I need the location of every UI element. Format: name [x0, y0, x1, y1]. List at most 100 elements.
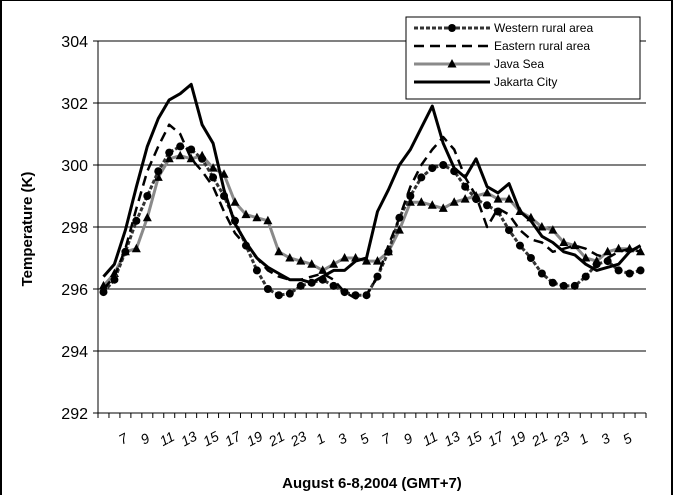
data-point-triangle — [340, 253, 350, 262]
data-point-circle — [439, 161, 448, 169]
data-point-circle — [176, 142, 185, 151]
data-point-triangle — [252, 212, 262, 222]
x-tick-label: 1 — [313, 430, 327, 448]
series-jakarta-city — [102, 82, 642, 285]
y-tick-label: 302 — [61, 96, 88, 113]
legend: Western rural area Eastern rural area Java… — [405, 16, 641, 100]
y-tick-label: 300 — [61, 158, 88, 175]
data-point-triangle — [329, 259, 339, 268]
data-point-circle — [428, 164, 437, 173]
x-tick-label: 3 — [598, 430, 613, 448]
data-point-triangle — [131, 243, 141, 253]
data-point-circle — [198, 154, 207, 163]
data-point-triangle — [208, 163, 218, 172]
data-point-circle — [209, 173, 218, 182]
x-tick-label: 21 — [528, 428, 550, 450]
series-western-rural-area — [99, 142, 645, 300]
x-tick-label: 19 — [507, 428, 528, 450]
data-point-circle — [483, 201, 492, 210]
y-tick-label: 296 — [61, 282, 88, 299]
data-point-triangle — [307, 259, 317, 268]
data-point-circle — [537, 269, 546, 278]
data-point-circle — [99, 288, 108, 297]
x-tick-label: 5 — [357, 430, 372, 448]
y-tick-labels: 292 294 296 298 300 302 304 — [61, 34, 98, 423]
x-tick-label: 21 — [265, 428, 287, 450]
x-tick-label: 17 — [485, 427, 507, 449]
legend-box — [405, 16, 641, 100]
data-point-circle — [132, 216, 141, 225]
data-point-circle — [625, 269, 634, 278]
data-point-circle — [614, 266, 623, 275]
data-point-triangle — [285, 253, 295, 262]
legend-label: Java Sea — [494, 57, 544, 71]
x-tick-label: 17 — [222, 427, 244, 449]
data-point-circle — [505, 226, 513, 235]
x-tick-label: 19 — [244, 428, 265, 450]
data-point-triangle — [164, 153, 174, 163]
data-point-triangle — [438, 203, 448, 212]
data-point-circle — [461, 182, 470, 191]
data-point-circle — [526, 254, 535, 262]
legend-marker-circle — [448, 24, 456, 32]
x-tick-label: 11 — [157, 428, 177, 449]
x-tick-label: 7 — [116, 429, 131, 447]
data-point-triangle — [318, 265, 328, 274]
legend-label: Jakarta City — [494, 75, 557, 89]
data-point-circle — [417, 173, 426, 182]
y-tick-label: 298 — [61, 220, 88, 237]
data-point-triangle — [263, 215, 273, 225]
data-point-circle — [636, 266, 645, 275]
data-point-triangle — [372, 256, 382, 265]
data-point-circle — [603, 257, 612, 266]
data-point-triangle — [362, 256, 372, 265]
x-tick-label: 23 — [287, 428, 309, 450]
data-point-circle — [110, 275, 119, 284]
legend-marker-triangle — [447, 59, 457, 68]
data-point-triangle — [296, 256, 306, 265]
series-lines — [98, 82, 646, 300]
data-point-triangle — [394, 225, 404, 234]
data-point-triangle — [274, 246, 284, 256]
data-point-circle — [154, 167, 163, 176]
data-point-circle — [252, 266, 261, 275]
data-point-circle — [592, 260, 601, 269]
data-point-circle — [559, 281, 568, 290]
x-tick-label: 7 — [379, 429, 394, 447]
data-point-triangle — [416, 197, 426, 206]
x-tick-label: 5 — [620, 430, 635, 448]
x-tick-label: 11 — [420, 428, 440, 449]
data-point-triangle — [241, 209, 251, 219]
data-point-triangle — [230, 197, 240, 206]
data-point-triangle — [460, 194, 470, 203]
x-tick-label: 1 — [576, 430, 590, 448]
data-point-triangle — [153, 172, 163, 181]
data-point-triangle — [548, 225, 558, 234]
x-tick-labels: 7 9 11 13 15 17 19 21 23 1 3 5 7 9 11 13 15 17 19 21 23 1 3 5 — [97, 413, 647, 450]
y-tick-label: 304 — [61, 34, 88, 51]
data-point-triangle — [581, 253, 591, 262]
data-point-triangle — [175, 150, 185, 160]
data-point-triangle — [142, 212, 152, 222]
x-tick-label: 23 — [550, 428, 572, 450]
data-point-triangle — [559, 237, 569, 246]
data-point-circle — [263, 285, 272, 293]
data-point-triangle — [504, 194, 514, 203]
y-tick-label: 292 — [61, 406, 88, 423]
x-axis-title: August 6-8,2004 (GMT+7) — [282, 475, 462, 492]
data-point-triangle — [537, 222, 547, 231]
x-tick-label: 13 — [178, 428, 199, 450]
series-line — [102, 82, 642, 285]
series-line — [102, 123, 641, 300]
data-point-circle — [274, 291, 283, 300]
x-tick-label: 9 — [401, 430, 416, 448]
y-axis-title: Temperature (K) — [19, 172, 36, 287]
data-point-triangle — [493, 194, 503, 203]
x-tick-label: 15 — [463, 428, 484, 450]
data-point-triangle — [603, 246, 613, 256]
data-point-circle — [581, 272, 590, 281]
data-point-circle — [570, 281, 579, 290]
data-point-circle — [165, 148, 174, 157]
